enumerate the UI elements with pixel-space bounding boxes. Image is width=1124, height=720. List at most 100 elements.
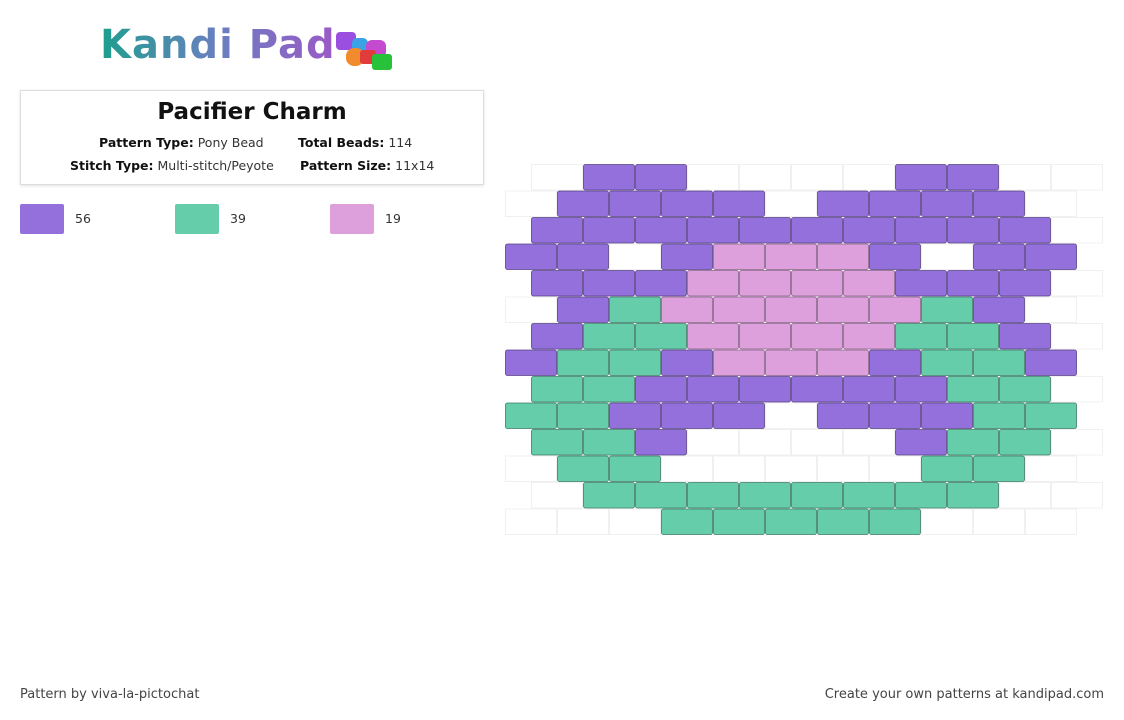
bead: [713, 508, 765, 535]
bead: [661, 243, 713, 270]
empty-cell: [765, 402, 817, 429]
empty-cell: [843, 164, 895, 191]
bead: [1025, 402, 1077, 429]
bead: [687, 270, 739, 297]
bead: [973, 349, 1025, 376]
empty-cell: [791, 429, 843, 456]
bead: [635, 217, 687, 244]
bead: [531, 270, 583, 297]
empty-cell: [765, 190, 817, 217]
empty-cell: [1051, 429, 1103, 456]
bead: [843, 376, 895, 403]
bead: [609, 455, 661, 482]
bead: [843, 323, 895, 350]
bead: [505, 402, 557, 429]
empty-cell: [531, 164, 583, 191]
bead: [583, 323, 635, 350]
bead: [739, 323, 791, 350]
bead: [557, 243, 609, 270]
empty-cell: [1025, 508, 1077, 535]
stitch-type: Stitch Type: Multi-stitch/Peyote: [70, 158, 274, 173]
bead: [739, 270, 791, 297]
footer-link[interactable]: Create your own patterns at kandipad.com: [824, 687, 1104, 702]
bead: [739, 482, 791, 509]
bead: [505, 349, 557, 376]
color-swatch[interactable]: [330, 204, 374, 234]
pattern-size: Pattern Size: 11x14: [300, 158, 434, 173]
bead: [817, 296, 869, 323]
bead: [947, 270, 999, 297]
bead: [635, 270, 687, 297]
bead: [999, 429, 1051, 456]
bead: [583, 217, 635, 244]
bead: [609, 349, 661, 376]
bead: [583, 482, 635, 509]
bead: [739, 376, 791, 403]
color-swatch[interactable]: [175, 204, 219, 234]
bead: [765, 296, 817, 323]
bead: [557, 402, 609, 429]
bead: [791, 482, 843, 509]
value: Multi-stitch/Peyote: [157, 158, 274, 173]
bead: [973, 190, 1025, 217]
bead: [895, 164, 947, 191]
value: Pony Bead: [197, 135, 264, 150]
empty-cell: [921, 508, 973, 535]
bead: [635, 429, 687, 456]
bead: [895, 376, 947, 403]
bead: [531, 429, 583, 456]
bead: [973, 402, 1025, 429]
empty-cell: [609, 508, 661, 535]
footer-credit: Pattern by viva-la-pictochat: [20, 687, 200, 702]
bead: [557, 296, 609, 323]
bead: [765, 243, 817, 270]
empty-cell: [1025, 190, 1077, 217]
bead: [895, 323, 947, 350]
bead: [921, 455, 973, 482]
info-card: Pacifier Charm Pattern Type: Pony Bead T…: [20, 90, 484, 185]
empty-cell: [505, 296, 557, 323]
bead: [947, 164, 999, 191]
bead: [921, 402, 973, 429]
pattern-type: Pattern Type: Pony Bead: [99, 135, 264, 150]
bead: [869, 402, 921, 429]
logo[interactable]: Kandi Pad: [100, 22, 336, 68]
label: Pattern Size:: [300, 158, 392, 173]
logo-beads: [336, 32, 392, 70]
bead: [921, 349, 973, 376]
bead-grid: [505, 164, 1103, 535]
bead: [947, 376, 999, 403]
bead: [973, 455, 1025, 482]
bead: [635, 376, 687, 403]
bead: [635, 164, 687, 191]
bead: [843, 217, 895, 244]
label: Stitch Type:: [70, 158, 154, 173]
empty-cell: [817, 455, 869, 482]
bead: [921, 190, 973, 217]
bead: [713, 243, 765, 270]
bead: [687, 217, 739, 244]
bead: [635, 323, 687, 350]
bead: [687, 376, 739, 403]
bead: [1025, 243, 1077, 270]
bead: [999, 376, 1051, 403]
bead: [635, 482, 687, 509]
empty-cell: [1025, 455, 1077, 482]
bead: [895, 482, 947, 509]
bead: [843, 482, 895, 509]
bead: [713, 296, 765, 323]
empty-cell: [609, 243, 661, 270]
bead: [843, 270, 895, 297]
bead: [869, 349, 921, 376]
bead: [609, 190, 661, 217]
empty-cell: [999, 164, 1051, 191]
bead: [817, 508, 869, 535]
bead: [947, 482, 999, 509]
color-count: 19: [385, 211, 401, 226]
color-swatch[interactable]: [20, 204, 64, 234]
bead: [895, 217, 947, 244]
bead: [661, 349, 713, 376]
empty-cell: [1051, 323, 1103, 350]
color-count: 39: [230, 211, 246, 226]
bead: [921, 296, 973, 323]
